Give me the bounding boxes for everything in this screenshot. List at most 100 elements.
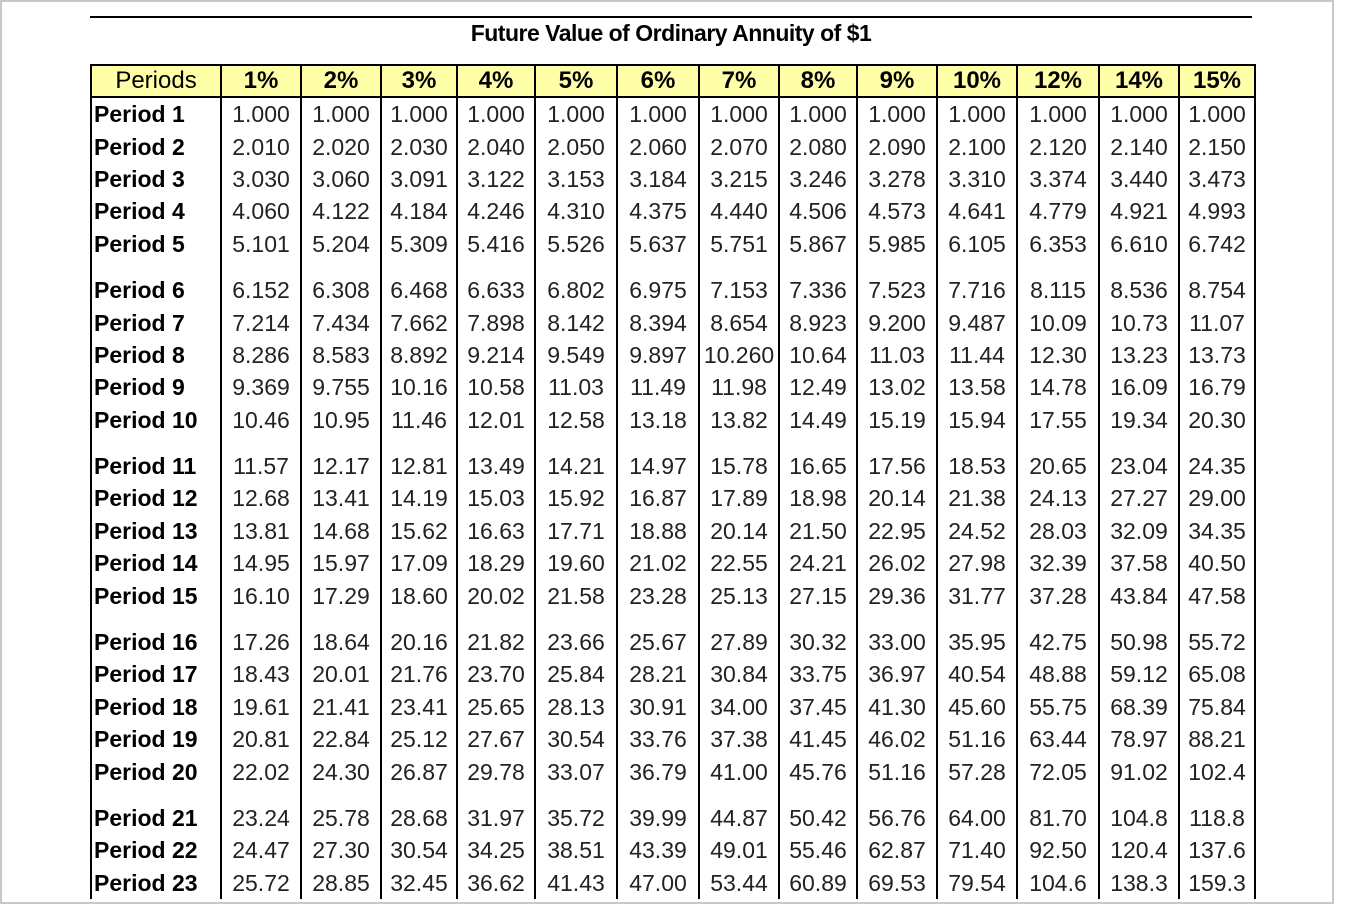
table-cell: 22.55 xyxy=(698,547,780,580)
table-cell: 4.573 xyxy=(856,195,938,228)
table-cell: 1.000 xyxy=(778,97,858,131)
rate-header: 12% xyxy=(1016,64,1100,98)
table-cell: 19.61 xyxy=(220,690,302,724)
table-cell: 5.637 xyxy=(616,227,700,274)
table-cell: 5.867 xyxy=(778,227,858,274)
table-cell: 11.49 xyxy=(616,371,700,404)
table-cell: 20.65 xyxy=(1016,449,1100,483)
table-row: Period 13 13.81 14.68 15.62 16.63 17.71 18.88 2… xyxy=(90,514,1256,548)
table-cell: 17.55 xyxy=(1016,403,1100,450)
table-cell: 64.00 xyxy=(936,801,1018,835)
table-cell: 3.215 xyxy=(698,162,780,196)
period-label: Period 16 xyxy=(90,625,222,659)
table-cell: 11.07 xyxy=(1178,306,1256,339)
table-cell: 37.45 xyxy=(778,690,858,724)
table-cell: 24.21 xyxy=(778,547,858,580)
period-label: Period 6 xyxy=(90,273,222,307)
table-cell: 13.02 xyxy=(856,371,938,404)
table-cell: 51.16 xyxy=(856,755,938,802)
top-rule xyxy=(90,16,1252,18)
rate-header: 3% xyxy=(380,64,458,98)
table-cell: 1.000 xyxy=(856,97,938,131)
table-cell: 27.27 xyxy=(1098,482,1180,515)
document-frame: Future Value of Ordinary Annuity of $1 P… xyxy=(0,0,1334,904)
table-cell: 17.09 xyxy=(380,547,458,580)
table-cell: 18.43 xyxy=(220,658,302,691)
table-cell: 8.394 xyxy=(616,306,700,339)
periods-header: Periods xyxy=(90,64,222,98)
table-cell: 41.00 xyxy=(698,755,780,802)
table-cell: 36.79 xyxy=(616,755,700,802)
table-cell: 1.000 xyxy=(220,97,302,131)
table-cell: 41.45 xyxy=(778,723,858,756)
table-cell: 137.6 xyxy=(1178,834,1256,867)
table-cell: 2.020 xyxy=(300,130,382,163)
period-label: Period 11 xyxy=(90,449,222,483)
table-cell: 10.09 xyxy=(1016,306,1100,339)
rate-header: 9% xyxy=(856,64,938,98)
table-cell: 17.89 xyxy=(698,482,780,515)
table-cell: 5.309 xyxy=(380,227,458,274)
table-cell: 25.12 xyxy=(380,723,458,756)
period-label: Period 7 xyxy=(90,306,222,339)
table-cell: 20.16 xyxy=(380,625,458,659)
table-cell: 11.46 xyxy=(380,403,458,450)
table-cell: 9.549 xyxy=(534,338,618,372)
table-cell: 10.73 xyxy=(1098,306,1180,339)
table-cell: 21.41 xyxy=(300,690,382,724)
table-cell: 3.030 xyxy=(220,162,302,196)
table-row: Period 23 25.72 28.85 32.45 36.62 41.43 47.00 5… xyxy=(90,866,1256,899)
table-cell: 7.214 xyxy=(220,306,302,339)
table-cell: 57.28 xyxy=(936,755,1018,802)
table-cell: 7.716 xyxy=(936,273,1018,307)
table-cell: 71.40 xyxy=(936,834,1018,867)
table-cell: 18.29 xyxy=(456,547,536,580)
table-cell: 1.000 xyxy=(1016,97,1100,131)
table-cell: 30.54 xyxy=(380,834,458,867)
table-cell: 13.49 xyxy=(456,449,536,483)
table-cell: 41.30 xyxy=(856,690,938,724)
table-cell: 28.85 xyxy=(300,866,382,899)
table-cell: 23.41 xyxy=(380,690,458,724)
table-cell: 11.03 xyxy=(534,371,618,404)
table-cell: 13.58 xyxy=(936,371,1018,404)
table-row: Period 14 14.95 15.97 17.09 18.29 19.60 21.02 2… xyxy=(90,547,1256,580)
table-cell: 4.921 xyxy=(1098,195,1180,228)
table-cell: 12.49 xyxy=(778,371,858,404)
table-cell: 6.353 xyxy=(1016,227,1100,274)
table-cell: 5.751 xyxy=(698,227,780,274)
period-label: Period 12 xyxy=(90,482,222,515)
table-cell: 26.02 xyxy=(856,547,938,580)
table-cell: 43.84 xyxy=(1098,579,1180,626)
table-cell: 35.95 xyxy=(936,625,1018,659)
table-cell: 24.47 xyxy=(220,834,302,867)
table-cell: 104.8 xyxy=(1098,801,1180,835)
table-cell: 2.030 xyxy=(380,130,458,163)
table-cell: 4.641 xyxy=(936,195,1018,228)
table-cell: 62.87 xyxy=(856,834,938,867)
table-cell: 12.30 xyxy=(1016,338,1100,372)
table-cell: 50.98 xyxy=(1098,625,1180,659)
table-cell: 45.76 xyxy=(778,755,858,802)
table-cell: 27.30 xyxy=(300,834,382,867)
table-cell: 6.975 xyxy=(616,273,700,307)
table-cell: 2.080 xyxy=(778,130,858,163)
table-cell: 46.02 xyxy=(856,723,938,756)
period-label: Period 3 xyxy=(90,162,222,196)
table-cell: 1.000 xyxy=(1178,97,1256,131)
table-cell: 6.152 xyxy=(220,273,302,307)
table-cell: 1.000 xyxy=(698,97,780,131)
table-row: Period 17 18.43 20.01 21.76 23.70 25.84 28.21 3… xyxy=(90,658,1256,691)
table-cell: 34.00 xyxy=(698,690,780,724)
table-cell: 75.84 xyxy=(1178,690,1256,724)
table-cell: 19.34 xyxy=(1098,403,1180,450)
table-cell: 8.142 xyxy=(534,306,618,339)
table-cell: 13.23 xyxy=(1098,338,1180,372)
table-cell: 15.62 xyxy=(380,514,458,548)
table-cell: 1.000 xyxy=(300,97,382,131)
table-cell: 18.60 xyxy=(380,579,458,626)
table-cell: 8.115 xyxy=(1016,273,1100,307)
table-cell: 120.4 xyxy=(1098,834,1180,867)
table-cell: 36.62 xyxy=(456,866,536,899)
table-cell: 88.21 xyxy=(1178,723,1256,756)
